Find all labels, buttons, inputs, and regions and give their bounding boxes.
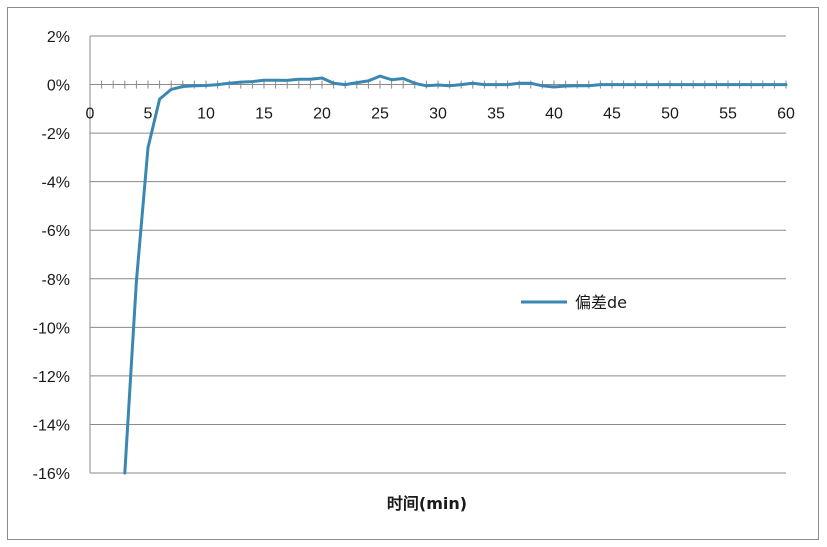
gridlines: [89, 35, 786, 474]
y-tick-label: -16%: [33, 466, 70, 483]
x-tick-label: 5: [144, 106, 153, 123]
series-line: [123, 74, 788, 475]
x-axis-title: 时间(min): [387, 494, 467, 513]
y-tick-label: -10%: [33, 320, 70, 337]
y-tick-label: -8%: [42, 272, 70, 289]
x-tick-label: 60: [777, 106, 795, 123]
x-tick-label: 45: [603, 106, 621, 123]
legend: 偏差de: [521, 293, 627, 312]
y-tick-label: 2%: [47, 29, 70, 46]
y-tick-label: -4%: [42, 175, 70, 192]
chart-frame: [7, 7, 819, 540]
x-tick-label: 15: [255, 106, 273, 123]
x-tick-label: 55: [719, 106, 737, 123]
y-tick-label: -2%: [42, 126, 70, 143]
x-tick-label: 30: [429, 106, 447, 123]
legend-label: 偏差de: [575, 293, 627, 312]
x-tick-label: 20: [313, 106, 331, 123]
series-layer: [123, 74, 788, 475]
y-tick-label: -6%: [42, 223, 70, 240]
y-axis-ticks: 2% 0% -2% -4% -6% -8% -10% -12% -14% -16%: [33, 29, 70, 483]
x-tick-label: 0: [86, 106, 95, 123]
y-tick-label: -14%: [33, 417, 70, 434]
y-tick-label: 0%: [47, 78, 70, 95]
x-tick-label: 35: [487, 106, 505, 123]
x-tick-label: 40: [545, 106, 563, 123]
y-tick-label: -12%: [33, 369, 70, 386]
x-tick-label: 10: [197, 106, 215, 123]
x-tick-label: 50: [661, 106, 679, 123]
x-tick-label: 25: [371, 106, 389, 123]
